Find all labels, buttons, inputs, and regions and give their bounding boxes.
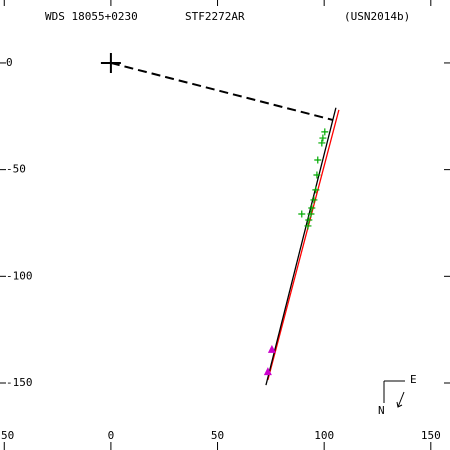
y-tick-label: -100 — [6, 269, 33, 282]
primary-star — [100, 52, 121, 73]
y-tick-label: -150 — [6, 376, 33, 389]
y-tick-label: 0 — [6, 56, 13, 69]
orbit-line — [110, 61, 333, 121]
chart-title: WDS 18055+0230 — [45, 10, 138, 23]
observation — [304, 222, 312, 230]
chart-title: (USN2014b) — [344, 10, 410, 23]
x-tick-label: -50 — [0, 429, 14, 442]
observation — [310, 196, 318, 204]
observation — [314, 156, 322, 164]
observation — [313, 171, 321, 179]
x-tick-label: 0 — [108, 429, 115, 442]
observation — [312, 186, 320, 194]
compass-arrow — [397, 391, 405, 408]
compass-north: N — [378, 404, 385, 417]
observation — [267, 344, 276, 353]
observation — [321, 128, 329, 136]
observation — [308, 204, 316, 212]
compass-arrow-head — [396, 401, 403, 408]
x-tick-label: 50 — [211, 429, 224, 442]
x-tick-label: 100 — [314, 429, 334, 442]
observation — [298, 210, 306, 218]
x-tick-label: 150 — [421, 429, 441, 442]
orbit-line — [265, 107, 337, 386]
compass-east: E — [410, 373, 417, 386]
orbit-line — [267, 109, 340, 381]
observation — [263, 367, 272, 376]
observation — [305, 216, 313, 224]
y-tick-label: -50 — [6, 163, 26, 176]
observation — [318, 139, 326, 147]
compass — [383, 380, 405, 408]
observation — [319, 134, 327, 142]
observation — [307, 210, 315, 218]
chart-title: STF2272AR — [185, 10, 245, 23]
